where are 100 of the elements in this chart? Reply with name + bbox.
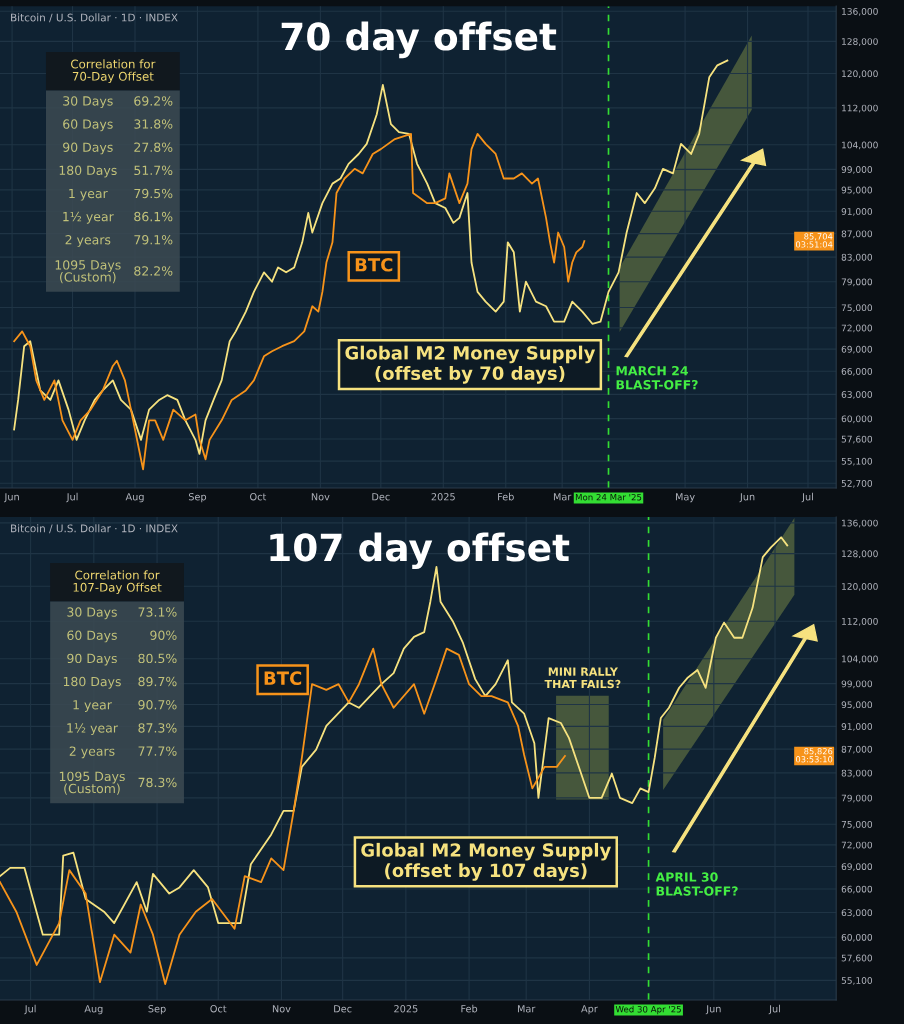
annotation: 73.1%	[138, 607, 177, 617]
annotation: 89.7%	[138, 676, 177, 687]
annotation: 1095 Days (Custom)	[59, 771, 125, 795]
y-tick-label: 104,000	[842, 655, 878, 664]
x-tick-label: Jul	[66, 492, 78, 503]
x-tick-label: Mar	[553, 493, 572, 501]
x-tick-label: 2025	[394, 1005, 418, 1013]
y-tick-label: 136,000	[842, 7, 878, 16]
ref-line-label: Wed 30 Apr '25	[615, 1005, 681, 1015]
x-tick-label: Sep	[188, 493, 207, 503]
y-tick-label: 136,000	[842, 519, 878, 528]
y-tick-label: 79,000	[841, 794, 873, 803]
series-label: BTC	[264, 671, 302, 686]
x-tick-label: Oct	[210, 1005, 227, 1013]
annotation: 86.1%	[134, 211, 173, 222]
y-tick-label: 91,000	[841, 208, 873, 216]
annotation: 90%	[150, 630, 177, 640]
y-tick-label: 72,000	[841, 841, 873, 850]
annotation: 80.5%	[138, 653, 177, 664]
text: Bitcoin / U.S. Dollar · 1D · INDEX	[11, 13, 178, 23]
y-tick-label: 83,000	[841, 253, 873, 262]
x-tick-label: Jun	[3, 493, 19, 503]
annotation: 90.7%	[138, 700, 177, 710]
x-tick-label: Jul	[24, 1004, 36, 1015]
y-tick-label: 99,000	[841, 166, 873, 174]
y-tick-label: 55,100	[841, 457, 873, 466]
annotation: 1½ year	[63, 211, 114, 224]
annotation: 77.7%	[138, 746, 177, 756]
ref-line-label: Mon 24 Mar '25	[575, 493, 642, 501]
annotation: APRIL 30 BLAST-OFF?	[655, 872, 738, 896]
y-tick-label: 79,000	[841, 278, 873, 287]
text: Bitcoin / U.S. Dollar · 1D · INDEX	[11, 524, 178, 534]
annotation: 2 years	[69, 746, 115, 759]
x-tick-label: 2025	[431, 493, 455, 501]
x-tick-label: Feb	[461, 1004, 478, 1013]
x-tick-label: Aug	[84, 1005, 103, 1015]
y-tick-label: 66,000	[841, 367, 873, 376]
annotation: 2 years	[65, 234, 111, 247]
x-tick-label: Dec	[334, 1005, 352, 1013]
annotation: Correlation for 107-Day Offset	[73, 570, 162, 595]
x-tick-label: Aug	[125, 493, 144, 503]
y-tick-label: 63,000	[841, 909, 873, 917]
x-tick-label: Sep	[148, 1005, 166, 1015]
x-tick-label: May	[675, 493, 695, 503]
annotation: 60 Days	[63, 119, 113, 132]
y-tick-label: 128,000	[842, 550, 878, 559]
y-tick-label: 60,000	[841, 415, 873, 424]
annotation: 82.2%	[134, 266, 173, 276]
annotation: 90 Days	[67, 653, 117, 666]
y-tick-label: 120,000	[842, 583, 878, 591]
y-tick-label: 112,000	[842, 617, 878, 626]
annotation: 1 year	[73, 700, 112, 712]
annotation: 79.1%	[134, 234, 173, 245]
annotation: 31.8%	[134, 119, 173, 129]
x-tick-label: Nov	[272, 1005, 291, 1013]
y-tick-label: 69,000	[841, 863, 873, 871]
annotation: 180 Days	[63, 676, 121, 689]
x-tick-label: Feb	[498, 492, 514, 501]
y-tick-label: 55,100	[841, 977, 873, 985]
annotation: 1½ year	[67, 723, 118, 736]
annotation: 78.3%	[138, 777, 177, 788]
y-tick-label: 87,000	[841, 745, 873, 754]
y-tick-label: 83,000	[841, 769, 873, 778]
x-tick-label: Nov	[311, 493, 330, 501]
annotation: 51.7%	[134, 165, 173, 176]
y-tick-label: 75,000	[841, 820, 873, 829]
x-tick-label: Apr	[581, 1005, 598, 1015]
line-series	[13, 59, 729, 455]
annotation: 60 Days	[67, 630, 117, 643]
y-tick-label: 120,000	[842, 70, 878, 79]
text: Global M2 Money Supply (offset by 107 days)	[361, 842, 612, 881]
y-tick-label: 87,000	[841, 230, 873, 239]
y-tick-label: 128,000	[842, 38, 878, 46]
annotation: 30 Days	[63, 96, 113, 109]
chart-title: 70 day offset	[281, 21, 557, 59]
x-tick-label: Jun	[705, 1005, 721, 1015]
annotation: 79.5%	[134, 188, 173, 199]
y-tick-label: 60,000	[841, 933, 873, 942]
x-tick-label: Mar	[517, 1005, 536, 1013]
y-tick-label: 91,000	[841, 723, 873, 731]
annotation: 85,704 03:51:04	[795, 233, 833, 248]
annotation: 87.3%	[138, 723, 177, 733]
y-tick-label: 63,000	[841, 391, 873, 399]
annotation: MINI RALLY THAT FAILS?	[544, 667, 621, 689]
x-tick-label: Jul	[768, 1004, 780, 1015]
y-tick-label: 95,000	[841, 186, 873, 195]
annotation: 69.2%	[134, 96, 173, 106]
annotation: 27.8%	[134, 142, 173, 152]
y-tick-label: 95,000	[841, 701, 873, 710]
annotation: MARCH 24 BLAST-OFF?	[616, 365, 698, 390]
annotation: 1 year	[69, 188, 108, 201]
x-tick-label: Jul	[801, 492, 813, 503]
series-label: BTC	[355, 257, 393, 272]
annotation: 1095 Days (Custom)	[55, 260, 121, 284]
y-tick-label: 66,000	[841, 885, 873, 894]
series-label: Global M2 Money Supply (offset by 70 days)	[345, 345, 596, 384]
annotation: 85,826 03:53:10	[795, 748, 833, 763]
annotation: 30 Days	[67, 607, 117, 620]
annotation: 90 Days	[63, 142, 113, 155]
y-tick-label: 72,000	[841, 324, 873, 333]
